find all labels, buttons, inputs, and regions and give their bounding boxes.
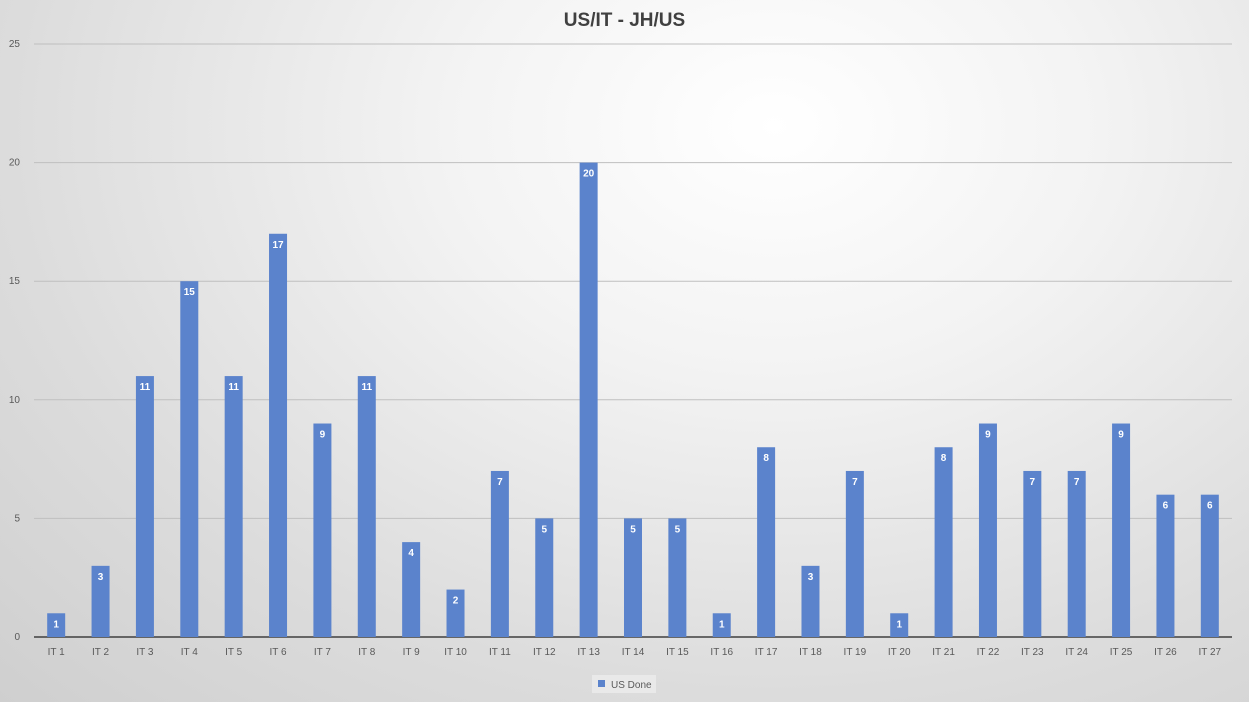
legend-swatch [598,680,605,687]
data-label: 9 [320,430,326,441]
x-tick-label: IT 1 [48,647,65,658]
x-tick-label: IT 21 [932,647,955,658]
data-label: 17 [272,240,284,251]
bar [978,423,997,637]
x-tick-label: IT 22 [977,647,1000,658]
bar [1023,470,1042,637]
x-tick-label: IT 18 [799,647,822,658]
x-tick-label: IT 4 [181,647,198,658]
x-tick-label: IT 16 [710,647,733,658]
bar [357,376,376,637]
bar [934,447,953,637]
bar [446,589,465,637]
data-label: 5 [541,524,547,535]
data-label: 4 [408,548,414,559]
bar [845,470,864,637]
bar [47,613,66,637]
data-label: 6 [1207,501,1213,512]
data-label: 15 [184,287,196,298]
y-tick-label: 15 [9,276,21,287]
bar [91,565,110,637]
x-tick-label: IT 24 [1065,647,1088,658]
x-tick-label: IT 9 [403,647,420,658]
bar [402,542,421,637]
data-label: 8 [941,453,947,464]
x-tick-label: IT 23 [1021,647,1044,658]
y-tick-label: 20 [9,158,21,169]
x-tick-label: IT 2 [92,647,109,658]
bar [668,518,687,637]
x-tick-label: IT 17 [755,647,778,658]
y-tick-label: 5 [14,513,20,524]
y-tick-label: 0 [14,632,20,643]
chart-title: US/IT - JH/US [563,10,686,31]
x-tick-label: IT 6 [270,647,287,658]
bar [224,376,243,637]
x-tick-label: IT 19 [844,647,867,658]
x-tick-label: IT 12 [533,647,556,658]
bar [313,423,332,637]
data-label: 7 [497,477,503,488]
data-label: 20 [583,169,595,180]
bar [269,233,288,637]
data-label: 7 [1030,477,1036,488]
bar [712,613,731,637]
x-tick-label: IT 10 [444,647,467,658]
data-label: 9 [1118,430,1124,441]
data-label: 3 [808,572,814,583]
data-label: 1 [719,619,725,630]
bar [624,518,642,637]
bar [757,447,776,637]
data-label: 7 [1074,477,1080,488]
data-label: 5 [630,524,636,535]
bar [535,518,554,637]
bar [490,470,509,637]
legend-box [592,675,656,693]
bar [135,376,154,637]
data-label: 2 [453,596,459,607]
bar [579,162,598,637]
x-tick-label: IT 13 [577,647,600,658]
bar [890,613,909,637]
x-tick-label: IT 3 [136,647,153,658]
data-label: 1 [53,619,59,630]
bar [1156,494,1175,637]
x-tick-label: IT 27 [1199,647,1222,658]
data-label: 11 [228,382,239,393]
x-tick-label: IT 25 [1110,647,1133,658]
x-tick-label: IT 7 [314,647,331,658]
data-label: 11 [140,382,151,393]
y-tick-label: 25 [9,39,21,50]
data-label: 11 [361,382,372,393]
x-tick-label: IT 26 [1154,647,1177,658]
bar [1112,423,1131,637]
data-label: 6 [1163,501,1169,512]
data-label: 9 [985,430,991,441]
bar [1200,494,1219,637]
bar [801,565,820,637]
x-tick-label: IT 11 [489,647,511,658]
bar [180,281,199,637]
x-tick-label: IT 15 [666,647,689,658]
data-label: 7 [852,477,858,488]
data-label: 5 [675,524,681,535]
x-tick-label: IT 5 [225,647,242,658]
y-tick-label: 10 [9,395,21,406]
x-tick-label: IT 20 [888,647,911,658]
x-tick-label: IT 8 [358,647,375,658]
x-tick-label: IT 14 [622,647,645,658]
data-label: 8 [763,453,769,464]
legend-label: US Done [611,680,652,691]
data-label: 1 [896,619,902,630]
bar [1067,470,1086,637]
data-label: 3 [98,572,104,583]
